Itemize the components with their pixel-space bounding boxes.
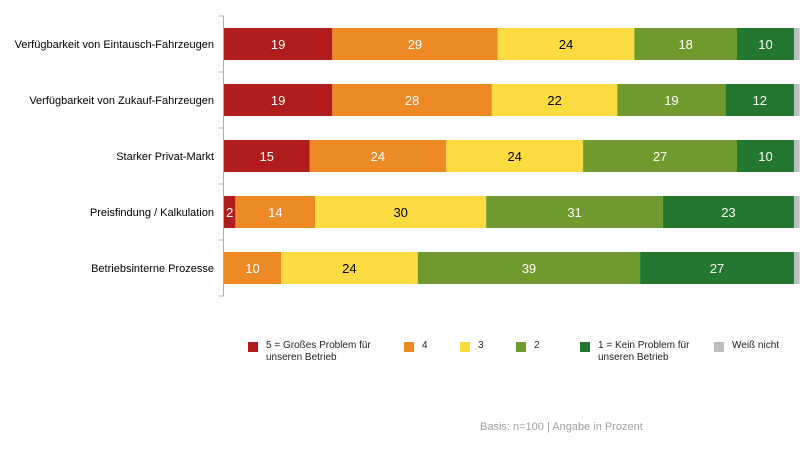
- data-label: 2: [226, 205, 233, 220]
- legend-label-1: 1 = Kein Problem für unseren Betrieb: [598, 340, 690, 363]
- data-label: 29: [408, 37, 422, 52]
- bar-segment: [725, 84, 794, 116]
- bar-segment: [794, 140, 800, 172]
- data-label: 28: [405, 93, 419, 108]
- data-label: 10: [758, 149, 772, 164]
- data-label: 23: [721, 205, 735, 220]
- data-label: 27: [710, 261, 724, 276]
- bar-segment: [224, 84, 333, 116]
- data-label: 14: [268, 205, 282, 220]
- bar-segment: [662, 196, 794, 228]
- legend-item-2: 2: [516, 340, 540, 352]
- data-label: 24: [342, 261, 356, 276]
- category-label: Preisfindung / Kalkulation: [90, 207, 214, 219]
- bar-segment: [737, 28, 794, 60]
- bar-segment: [583, 140, 737, 172]
- bar-segment: [794, 196, 800, 228]
- legend-item-5: 5 = Großes Problem für unseren Betrieb: [248, 340, 371, 364]
- legend-item-unknown: Weiß nicht: [714, 340, 779, 352]
- bar-segment: [281, 252, 418, 284]
- bar-segment: [794, 28, 800, 60]
- bar-segment: [332, 84, 492, 116]
- legend-label-3: 3: [478, 340, 484, 351]
- bar-segment: [315, 196, 487, 228]
- data-label: 10: [758, 37, 772, 52]
- footnote: Basis: n=100 | Angabe in Prozent: [480, 421, 643, 433]
- bar-segment: [486, 196, 663, 228]
- bar-segment: [617, 84, 726, 116]
- bar-segment: [224, 28, 333, 60]
- data-label: 19: [664, 93, 678, 108]
- legend-swatch-4: [404, 342, 414, 352]
- data-label: 24: [507, 149, 521, 164]
- legend-item-1: 1 = Kein Problem für unseren Betrieb: [580, 340, 689, 364]
- data-label: 27: [653, 149, 667, 164]
- data-label: 24: [559, 37, 573, 52]
- bar-segment: [491, 84, 618, 116]
- legend-swatch-1: [580, 342, 590, 352]
- data-label: 22: [547, 93, 561, 108]
- legend-swatch-2: [516, 342, 526, 352]
- legend-item-4: 4: [404, 340, 428, 352]
- bar-segment: [737, 140, 794, 172]
- legend-swatch-5: [248, 342, 258, 352]
- data-label: 12: [753, 93, 767, 108]
- bar-segment: [497, 28, 635, 60]
- bar-segment: [634, 28, 737, 60]
- category-label: Betriebsinterne Prozesse: [91, 263, 214, 275]
- bar-segment: [224, 196, 236, 228]
- bar-segment: [417, 252, 641, 284]
- data-label: 18: [678, 37, 692, 52]
- data-label: 19: [271, 37, 285, 52]
- legend: 5 = Großes Problem für unseren Betrieb 4…: [248, 340, 800, 380]
- category-label: Verfügbarkeit von Zukauf-Fahrzeugen: [29, 95, 214, 107]
- bar-segment: [224, 140, 310, 172]
- bar-segment: [794, 252, 800, 284]
- legend-label-2: 2: [534, 340, 540, 351]
- data-label: 15: [260, 149, 274, 164]
- data-label: 39: [522, 261, 536, 276]
- category-label: Starker Privat-Markt: [116, 151, 214, 163]
- bar-segment: [332, 28, 498, 60]
- category-label: Verfügbarkeit von Eintausch-Fahrzeugen: [15, 39, 214, 51]
- legend-swatch-unknown: [714, 342, 724, 352]
- data-label: 19: [271, 93, 285, 108]
- bar-segment: [224, 252, 281, 284]
- legend-item-3: 3: [460, 340, 484, 352]
- data-label: 10: [245, 261, 259, 276]
- legend-label-4: 4: [422, 340, 428, 351]
- bar-segment: [794, 84, 800, 116]
- bar-segment: [640, 252, 794, 284]
- bar-segment: [309, 140, 447, 172]
- legend-swatch-3: [460, 342, 470, 352]
- data-label: 30: [393, 205, 407, 220]
- bar-segment: [235, 196, 316, 228]
- legend-label-5: 5 = Großes Problem für unseren Betrieb: [266, 340, 371, 363]
- bar-segment: [446, 140, 584, 172]
- legend-label-unknown: Weiß nicht: [732, 340, 780, 351]
- data-label: 31: [567, 205, 581, 220]
- data-label: 24: [371, 149, 385, 164]
